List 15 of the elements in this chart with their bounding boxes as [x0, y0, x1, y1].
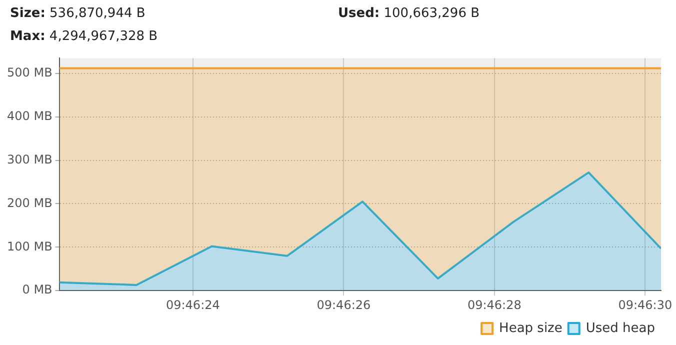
y-tick-label: 300 MB	[6, 152, 52, 166]
y-tick-label: 0 MB	[22, 282, 52, 297]
y-tick-label: 200 MB	[6, 196, 52, 210]
y-tick-label: 100 MB	[6, 239, 52, 254]
x-tick-label: 09:46:24	[166, 298, 220, 312]
x-tick-label: 09:46:28	[467, 298, 522, 312]
text: Max: 4,294,967,328 B	[10, 29, 158, 44]
x-tick-label: 09:46:26	[316, 298, 371, 312]
x-tick-label: 09:46:30	[618, 298, 672, 312]
text: Size: 536,870,944 B	[10, 6, 146, 21]
legend-label: Used heap	[586, 320, 656, 336]
text: Used: 100,663,296 B	[338, 6, 480, 21]
y-tick-label: 500 MB	[6, 66, 52, 80]
y-tick-label: 400 MB	[6, 108, 52, 123]
legend-label: Heap size	[499, 320, 562, 336]
